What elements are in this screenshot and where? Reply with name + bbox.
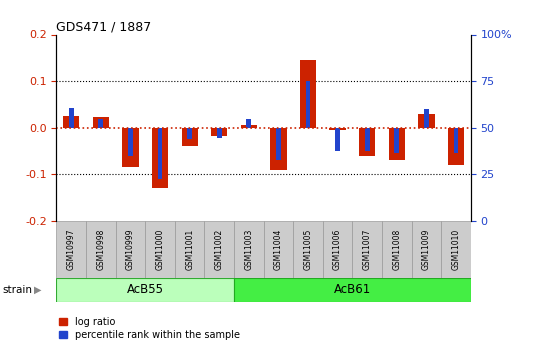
Bar <box>122 128 139 167</box>
Bar <box>448 128 464 165</box>
Bar <box>98 119 103 128</box>
Bar <box>56 278 234 302</box>
Bar <box>211 128 228 136</box>
Bar <box>300 60 316 128</box>
Text: AcB55: AcB55 <box>127 283 164 296</box>
Bar <box>276 128 281 160</box>
Bar <box>240 125 257 128</box>
Bar <box>359 128 376 156</box>
Bar <box>204 221 234 278</box>
Text: GSM11010: GSM11010 <box>451 229 461 270</box>
Bar <box>454 128 458 153</box>
Bar <box>441 221 471 278</box>
Bar <box>86 221 116 278</box>
Bar <box>56 221 86 278</box>
Bar <box>181 128 198 146</box>
Bar <box>217 128 222 138</box>
Bar <box>152 128 168 188</box>
Bar <box>388 128 405 160</box>
Bar <box>158 128 162 179</box>
Text: strain: strain <box>3 285 33 295</box>
Text: GSM11006: GSM11006 <box>333 229 342 270</box>
Bar <box>424 109 429 128</box>
Bar <box>418 114 435 128</box>
Bar <box>412 221 441 278</box>
Bar <box>128 128 133 156</box>
Text: GSM11001: GSM11001 <box>185 229 194 270</box>
Bar <box>394 128 399 153</box>
Text: ▶: ▶ <box>34 285 41 295</box>
Bar <box>335 128 340 151</box>
Bar <box>365 128 370 151</box>
Text: GDS471 / 1887: GDS471 / 1887 <box>56 20 152 33</box>
Bar <box>93 117 109 128</box>
Bar <box>116 221 145 278</box>
Bar <box>145 221 175 278</box>
Bar <box>63 116 80 128</box>
Bar <box>306 81 310 128</box>
Bar <box>329 128 346 130</box>
Text: GSM11005: GSM11005 <box>303 229 313 270</box>
Bar <box>270 128 287 169</box>
Bar <box>293 221 323 278</box>
Text: GSM10997: GSM10997 <box>67 228 76 270</box>
Bar <box>264 221 293 278</box>
Text: GSM10999: GSM10999 <box>126 228 135 270</box>
Bar <box>69 108 74 128</box>
Bar <box>382 221 412 278</box>
Text: GSM11004: GSM11004 <box>274 229 283 270</box>
Legend: log ratio, percentile rank within the sample: log ratio, percentile rank within the sa… <box>59 317 240 340</box>
Text: GSM11003: GSM11003 <box>244 229 253 270</box>
Bar <box>187 128 192 139</box>
Bar <box>246 119 251 128</box>
Bar <box>234 221 264 278</box>
Text: AcB61: AcB61 <box>334 283 371 296</box>
Text: GSM11008: GSM11008 <box>392 229 401 270</box>
Bar <box>234 278 471 302</box>
Text: GSM11007: GSM11007 <box>363 229 372 270</box>
Bar <box>352 221 382 278</box>
Text: GSM10998: GSM10998 <box>96 229 105 270</box>
Text: GSM11009: GSM11009 <box>422 229 431 270</box>
Text: GSM11002: GSM11002 <box>215 229 224 270</box>
Bar <box>175 221 204 278</box>
Bar <box>323 221 352 278</box>
Text: GSM11000: GSM11000 <box>155 229 165 270</box>
